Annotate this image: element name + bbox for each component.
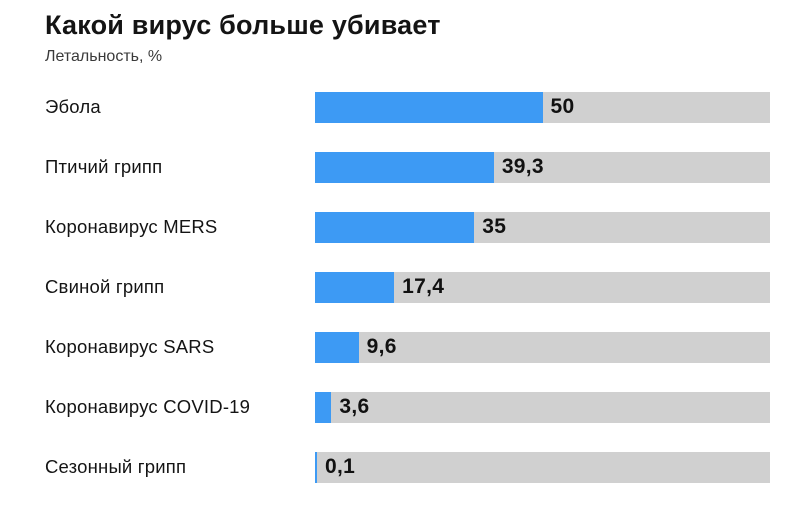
chart-row: Эбола 50 — [45, 77, 770, 137]
bar-fill — [315, 391, 332, 423]
category-label: Свиной грипп — [45, 276, 165, 298]
chart-container: Какой вирус больше убивает Летальность, … — [45, 10, 770, 497]
bar-fill — [315, 271, 395, 303]
value-label: 3,6 — [339, 395, 370, 419]
value-label: 35 — [482, 215, 507, 239]
category-label: Коронавирус SARS — [45, 336, 215, 358]
bar-fill — [315, 151, 494, 183]
bar-track: 50 — [315, 91, 770, 123]
category-label: Сезонный грипп — [45, 456, 187, 478]
chart-row: Птичий грипп 39,3 — [45, 137, 770, 197]
chart-row: Коронавирус SARS 9,6 — [45, 317, 770, 377]
category-label: Коронавирус MERS — [45, 216, 218, 238]
bar-fill — [315, 91, 543, 123]
value-label: 39,3 — [501, 155, 544, 179]
bar-fill — [315, 211, 475, 243]
chart-title: Какой вирус больше убивает — [45, 10, 441, 40]
bar-track: 0,1 — [315, 451, 770, 483]
bar-fill — [315, 451, 317, 483]
chart-row: Коронавирус MERS 35 — [45, 197, 770, 257]
bar-track: 9,6 — [315, 331, 770, 363]
bar-track: 39,3 — [315, 151, 770, 183]
chart-subtitle: Летальность, % — [45, 48, 163, 66]
bar-track: 17,4 — [315, 271, 770, 303]
bar-track: 3,6 — [315, 391, 770, 423]
category-label: Эбола — [45, 96, 101, 118]
chart-row: Свиной грипп 17,4 — [45, 257, 770, 317]
category-label: Коронавирус COVID-19 — [45, 396, 251, 418]
chart-row: Коронавирус COVID-19 3,6 — [45, 377, 770, 437]
value-label: 9,6 — [366, 335, 397, 359]
chart-rows: Эбола 50 Птичий грипп 39,3 Коронавирус M… — [45, 77, 770, 497]
chart-row: Сезонный грипп 0,1 — [45, 437, 770, 497]
bar-track: 35 — [315, 211, 770, 243]
category-label: Птичий грипп — [45, 156, 163, 178]
value-label: 50 — [550, 95, 575, 119]
bar-fill — [315, 331, 359, 363]
value-label: 0,1 — [325, 455, 356, 479]
value-label: 17,4 — [402, 275, 445, 299]
